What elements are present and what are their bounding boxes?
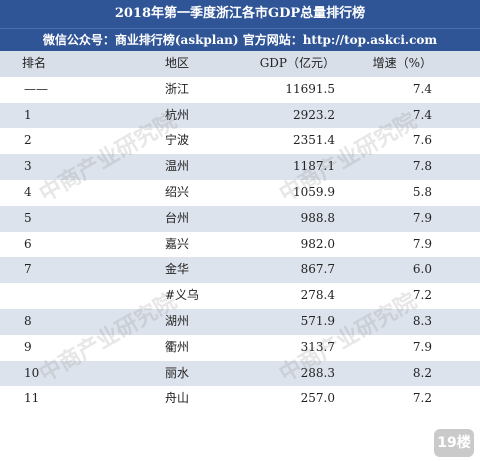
table-row: —— 浙江 11691.5 7.4 — [0, 76, 480, 103]
cell-growth: 7.2 — [412, 288, 432, 303]
table-row: 6 嘉兴 982.0 7.9 — [0, 231, 480, 258]
cell-rank: 10 — [24, 365, 40, 380]
cell-gdp: 1059.9 — [293, 184, 335, 199]
table-row: 8 湖州 571.9 8.3 — [0, 308, 480, 335]
header-region: 地区 — [165, 56, 190, 70]
cell-growth: 7.4 — [412, 81, 432, 96]
cell-growth: 8.3 — [412, 313, 432, 328]
cell-growth: 7.9 — [412, 339, 432, 354]
cell-gdp: 988.8 — [300, 210, 335, 225]
cell-rank: 8 — [24, 313, 32, 328]
cell-region: 金华 — [165, 262, 190, 277]
cell-growth: 7.2 — [412, 391, 432, 406]
cell-gdp: 278.4 — [300, 288, 335, 303]
table-body: —— 浙江 11691.5 7.4 1 杭州 2923.2 7.4 2 宁波 2351.4 7.6 3 温… — [0, 76, 480, 413]
cell-gdp: 1187.1 — [293, 159, 335, 174]
cell-rank: 3 — [24, 159, 32, 174]
cell-growth: 7.9 — [412, 236, 432, 251]
header-growth: 增速（%） — [372, 56, 432, 70]
table-title: 2018年第一季度浙江各市GDP总量排行榜 — [0, 0, 480, 28]
table-row: 11 舟山 257.0 7.2 — [0, 386, 480, 413]
table-row: 1 杭州 2923.2 7.4 — [0, 102, 480, 129]
table-row: 9 衢州 313.7 7.9 — [0, 334, 480, 361]
cell-growth: 7.9 — [412, 210, 432, 225]
cell-gdp: 2351.4 — [293, 133, 335, 148]
cell-growth: 7.8 — [412, 159, 432, 174]
table-row: 5 台州 988.8 7.9 — [0, 205, 480, 232]
cell-growth: 7.4 — [412, 107, 432, 122]
cell-region: 浙江 — [165, 81, 190, 96]
table-row: 7 金华 867.7 6.0 — [0, 257, 480, 284]
cell-growth: 6.0 — [412, 262, 432, 277]
cell-region: 湖州 — [165, 313, 190, 328]
cell-rank: 5 — [24, 210, 32, 225]
table-row: 4 绍兴 1059.9 5.8 — [0, 179, 480, 206]
cell-region: 衢州 — [165, 339, 190, 354]
table-header-row: 排名 地区 GDP（亿元） 增速（%） — [0, 51, 480, 77]
cell-rank: 2 — [24, 133, 32, 148]
table-subtitle: 微信公众号：商业排行榜(askplan) 官方网站：http://top.ask… — [0, 28, 480, 51]
cell-gdp: 288.3 — [300, 365, 335, 380]
header-rank: 排名 — [22, 56, 47, 70]
cell-region: 嘉兴 — [165, 236, 190, 251]
cell-region: 温州 — [165, 159, 190, 174]
table-row: #义乌 278.4 7.2 — [0, 283, 480, 309]
cell-gdp: 2923.2 — [293, 107, 335, 122]
cell-region: 丽水 — [165, 365, 190, 380]
cell-region: 宁波 — [165, 133, 190, 148]
table-row: 2 宁波 2351.4 7.6 — [0, 128, 480, 155]
cell-region: 台州 — [165, 210, 190, 225]
cell-rank: —— — [24, 81, 48, 96]
cell-gdp: 571.9 — [300, 313, 335, 328]
cell-rank: 7 — [24, 262, 32, 277]
cell-rank: 11 — [24, 391, 40, 406]
cell-gdp: 257.0 — [300, 391, 335, 406]
cell-region: 舟山 — [165, 391, 190, 406]
cell-growth: 5.8 — [412, 184, 432, 199]
cell-rank: 9 — [24, 339, 32, 354]
cell-growth: 7.6 — [412, 133, 432, 148]
table-row: 10 丽水 288.3 8.2 — [0, 360, 480, 387]
cell-gdp: 982.0 — [300, 236, 335, 251]
cell-region: 杭州 — [165, 107, 190, 122]
cell-region: 绍兴 — [165, 184, 190, 199]
site-badge: 19楼 — [434, 429, 474, 457]
cell-growth: 8.2 — [412, 365, 432, 380]
table-row: 3 温州 1187.1 7.8 — [0, 154, 480, 180]
cell-rank: 4 — [24, 184, 32, 199]
header-gdp: GDP（亿元） — [259, 56, 335, 70]
cell-region: #义乌 — [165, 288, 200, 303]
cell-rank: 6 — [24, 236, 32, 251]
cell-gdp: 11691.5 — [285, 81, 335, 96]
cell-gdp: 867.7 — [300, 262, 335, 277]
cell-gdp: 313.7 — [300, 339, 335, 354]
cell-rank: 1 — [24, 107, 32, 122]
